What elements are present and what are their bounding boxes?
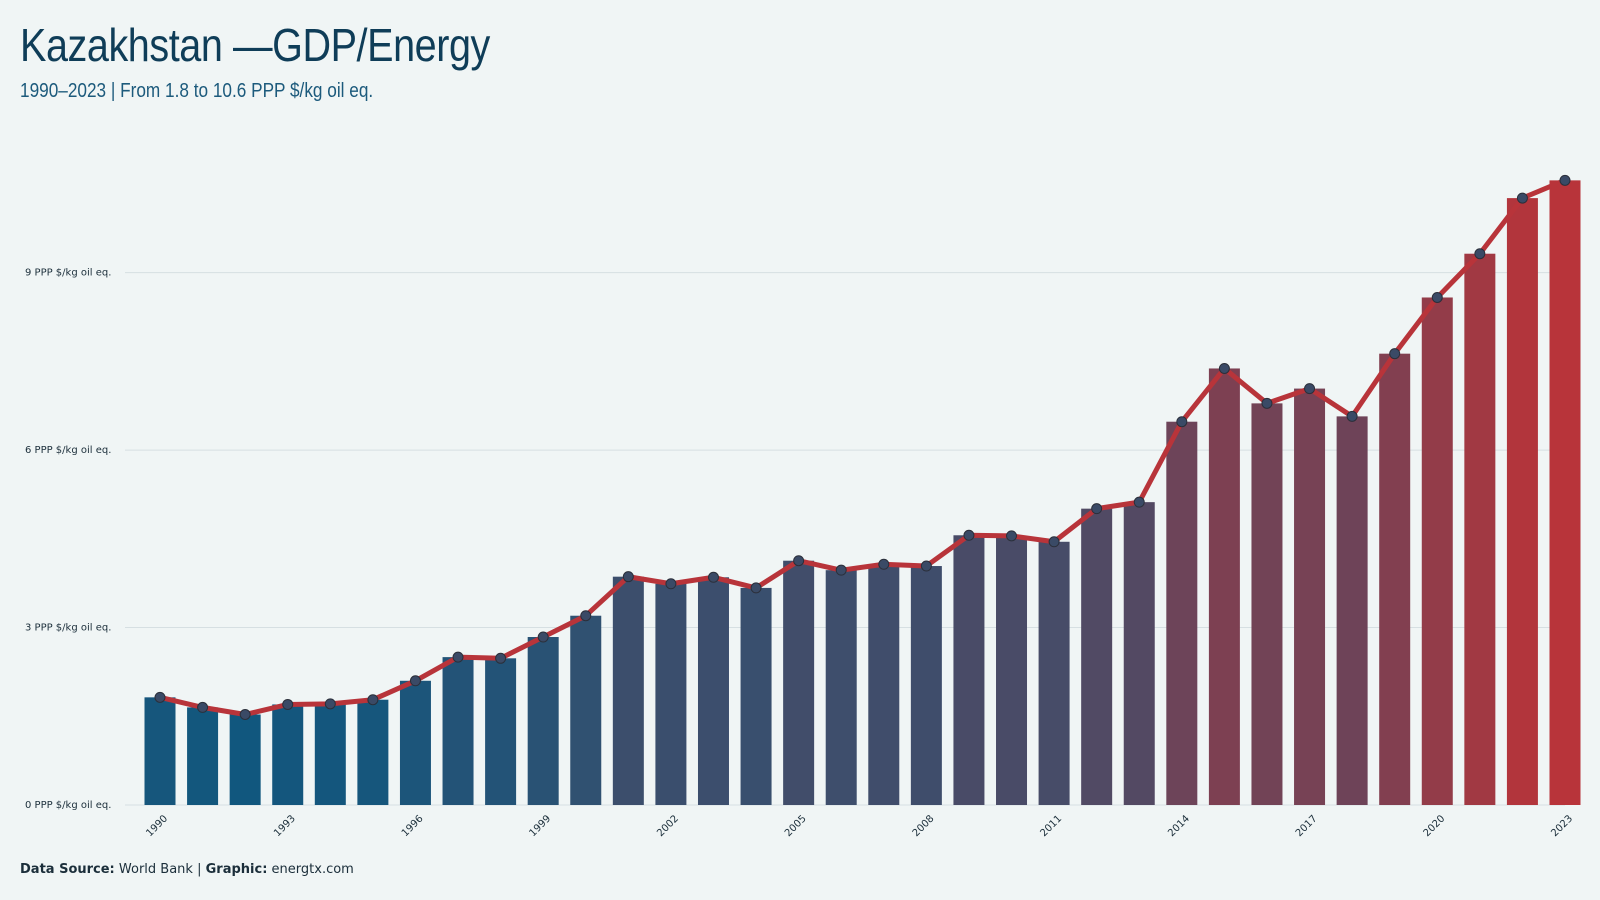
point-1990 bbox=[154, 691, 166, 703]
bar-2014 bbox=[1166, 421, 1198, 805]
bar-1996 bbox=[399, 680, 431, 805]
point-2021 bbox=[1474, 248, 1486, 260]
point-2015 bbox=[1218, 362, 1230, 374]
point-2017 bbox=[1304, 383, 1316, 395]
bar-2021 bbox=[1464, 253, 1496, 806]
y-tick-label: 6 PPP $/kg oil eq. bbox=[25, 445, 111, 456]
point-2023 bbox=[1559, 174, 1571, 186]
y-tick-label: 3 PPP $/kg oil eq. bbox=[25, 623, 111, 634]
source-value: World Bank bbox=[118, 862, 193, 877]
bar-2000 bbox=[570, 615, 602, 805]
point-1991 bbox=[197, 701, 209, 713]
point-2000 bbox=[580, 610, 592, 622]
x-tick-label: 2008 bbox=[911, 813, 937, 839]
point-2002 bbox=[665, 578, 677, 590]
bar-1991 bbox=[187, 707, 219, 805]
bar-2016 bbox=[1251, 403, 1283, 805]
point-2003 bbox=[707, 571, 719, 583]
point-1992 bbox=[239, 708, 251, 720]
bar-2011 bbox=[1038, 541, 1070, 805]
bar-2019 bbox=[1379, 353, 1411, 805]
bar-1995 bbox=[357, 699, 389, 805]
point-2020 bbox=[1431, 291, 1443, 303]
point-2013 bbox=[1133, 496, 1145, 508]
graphic-value: energtx.com bbox=[271, 862, 354, 877]
bar-2017 bbox=[1294, 388, 1326, 805]
bar-2003 bbox=[697, 577, 729, 805]
point-2008 bbox=[920, 560, 932, 572]
point-2009 bbox=[963, 529, 975, 541]
point-1995 bbox=[367, 694, 379, 706]
bar-2010 bbox=[996, 535, 1028, 805]
bar-2006 bbox=[825, 570, 857, 805]
point-2005 bbox=[793, 555, 805, 567]
x-tick-label: 2023 bbox=[1549, 813, 1575, 839]
bar-1992 bbox=[229, 714, 261, 805]
point-2019 bbox=[1389, 348, 1401, 360]
x-tick-label: 2011 bbox=[1038, 813, 1064, 839]
x-tick-label: 1990 bbox=[144, 813, 170, 839]
x-tick-label: 1996 bbox=[400, 813, 426, 839]
point-1996 bbox=[409, 675, 421, 687]
bar-2015 bbox=[1208, 368, 1240, 805]
bar-1994 bbox=[314, 703, 346, 805]
bar-1993 bbox=[272, 704, 304, 805]
point-2022 bbox=[1516, 192, 1528, 204]
x-tick-label: 2017 bbox=[1294, 813, 1320, 839]
x-tick-label: 1999 bbox=[528, 813, 554, 839]
source-label: Data Source: bbox=[20, 862, 115, 877]
x-tick-label: 2020 bbox=[1422, 813, 1448, 839]
bar-2023 bbox=[1549, 180, 1581, 806]
x-tick-label: 1993 bbox=[272, 813, 298, 839]
point-1997 bbox=[452, 651, 464, 663]
series-line bbox=[157, 177, 1568, 717]
bar-2022 bbox=[1506, 198, 1538, 805]
point-1994 bbox=[324, 698, 336, 710]
point-1993 bbox=[282, 698, 294, 710]
footer-separator: | bbox=[197, 862, 202, 877]
bar-1997 bbox=[442, 657, 474, 805]
point-2011 bbox=[1048, 536, 1060, 548]
chart-title: Kazakhstan —GDP/Energy bbox=[20, 19, 490, 71]
point-2012 bbox=[1091, 503, 1103, 515]
bar-2018 bbox=[1336, 416, 1368, 805]
point-2007 bbox=[878, 558, 890, 570]
point-2001 bbox=[622, 571, 634, 583]
chart-subtitle: 1990–2023 | From 1.8 to 10.6 PPP $/kg oi… bbox=[20, 80, 374, 102]
graphic-label: Graphic: bbox=[205, 862, 268, 877]
bar-2013 bbox=[1123, 502, 1155, 805]
bar-2012 bbox=[1081, 508, 1113, 805]
x-tick-label: 2014 bbox=[1166, 813, 1192, 839]
x-tick-label: 2005 bbox=[783, 813, 809, 839]
x-tick-label: 2002 bbox=[655, 813, 681, 839]
footer-credits: Data Source: World Bank | Graphic: energ… bbox=[20, 862, 354, 877]
point-1998 bbox=[495, 652, 507, 664]
y-tick-label: 0 PPP $/kg oil eq. bbox=[25, 800, 111, 811]
bar-2001 bbox=[612, 576, 644, 805]
point-2018 bbox=[1346, 410, 1358, 422]
bar-2007 bbox=[868, 564, 900, 805]
bar-2020 bbox=[1421, 297, 1453, 805]
bar-2002 bbox=[655, 583, 687, 805]
y-tick-label: 9 PPP $/kg oil eq. bbox=[25, 268, 111, 279]
point-2010 bbox=[1006, 530, 1018, 542]
bar-2008 bbox=[910, 566, 942, 805]
bar-2005 bbox=[783, 560, 815, 805]
bar-1998 bbox=[485, 658, 517, 805]
bar-1990 bbox=[144, 697, 176, 805]
bar-2004 bbox=[740, 587, 772, 805]
point-2006 bbox=[835, 564, 847, 576]
point-2014 bbox=[1176, 416, 1188, 428]
point-1999 bbox=[537, 631, 549, 643]
bar-1999 bbox=[527, 637, 559, 805]
point-2016 bbox=[1261, 397, 1273, 409]
bar-2009 bbox=[953, 535, 985, 805]
point-2004 bbox=[750, 582, 762, 594]
